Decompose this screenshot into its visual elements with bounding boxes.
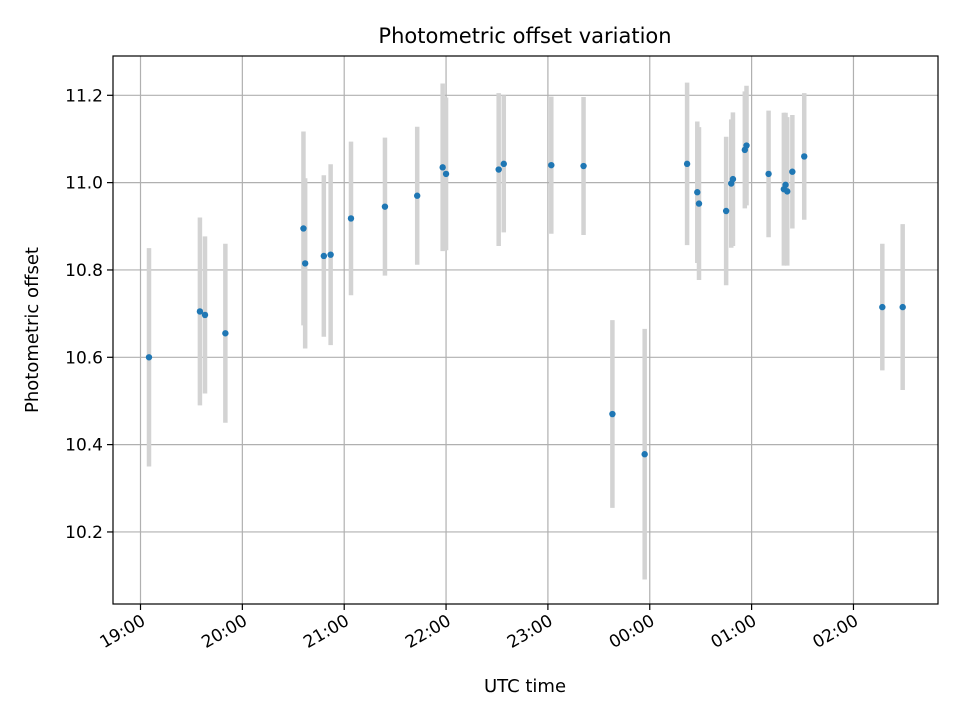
data-point: [784, 188, 791, 195]
data-point: [695, 200, 703, 207]
data-point: [196, 308, 204, 315]
data-point: [683, 160, 691, 168]
data-point: [899, 303, 906, 311]
data-point: [729, 175, 737, 183]
data-point: [442, 170, 450, 178]
data-point: [743, 142, 750, 149]
data-point: [782, 181, 789, 189]
data-points: [145, 142, 906, 458]
data-point: [548, 161, 555, 169]
y-axis-title: Photometric offset: [22, 247, 43, 413]
x-axis-title: UTC time: [484, 676, 566, 697]
data-point: [145, 354, 153, 361]
y-tick-label: 10.8: [65, 261, 103, 281]
data-point: [609, 410, 616, 418]
data-point: [301, 260, 309, 267]
plot-area-frame: [112, 55, 939, 605]
data-point: [413, 192, 421, 199]
data-point: [694, 189, 701, 196]
y-tick-label: 10.2: [65, 523, 103, 543]
y-tick-label: 11.2: [65, 86, 103, 106]
data-point: [300, 225, 307, 232]
data-point: [580, 162, 587, 170]
data-point: [722, 207, 730, 215]
data-point: [500, 160, 507, 168]
data-point: [801, 153, 808, 160]
chart-title: Photometric offset variation: [378, 24, 671, 48]
data-point: [222, 330, 229, 337]
grid: [113, 56, 938, 604]
y-axis: 10.2 10.4 10.6 10.8 11.0 11.2: [65, 86, 113, 543]
data-point: [495, 166, 502, 173]
data-point: [879, 303, 886, 311]
data-point: [439, 164, 446, 171]
y-tick-label: 11.0: [65, 174, 103, 194]
y-tick-label: 10.4: [65, 436, 103, 456]
data-point: [789, 168, 796, 175]
data-point: [327, 251, 334, 258]
data-point: [320, 252, 328, 260]
data-point: [201, 311, 209, 319]
data-point: [381, 203, 389, 210]
data-point: [765, 170, 772, 178]
data-point: [347, 215, 355, 222]
data-point: [641, 451, 648, 458]
y-tick-label: 10.6: [65, 348, 103, 368]
